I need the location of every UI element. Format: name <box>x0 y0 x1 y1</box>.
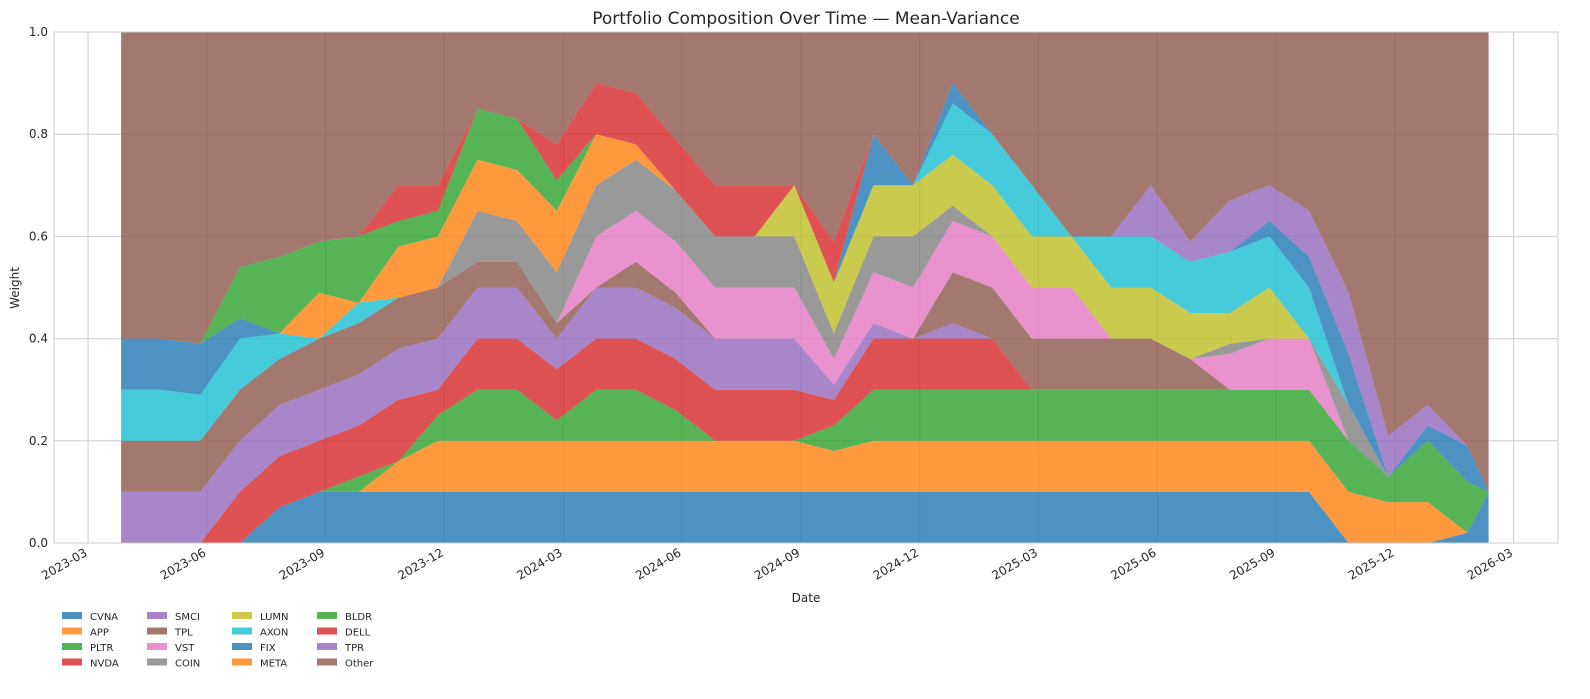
legend-label: NVDA <box>90 659 119 670</box>
legend-label: APP <box>90 628 109 639</box>
legend-label: Other <box>345 659 374 670</box>
legend-item-tpr: TPR <box>317 643 364 654</box>
area-cvna <box>121 491 1489 543</box>
y-tick-label: 0.0 <box>29 536 48 550</box>
area-other <box>121 32 1489 492</box>
x-tick-label: 2024-09 <box>752 545 802 582</box>
area-smci <box>121 287 1489 543</box>
legend-item-axon: AXON <box>232 627 288 639</box>
area-bldr <box>121 83 1489 492</box>
chart-title: Portfolio Composition Over Time — Mean-V… <box>592 9 1020 29</box>
area-axon <box>121 103 1489 492</box>
legend-swatch <box>147 658 167 666</box>
legend-label: FIX <box>260 643 276 654</box>
legend-swatch <box>317 627 337 635</box>
legend-swatch <box>232 643 252 650</box>
legend-item-fix: FIX <box>232 643 276 654</box>
x-tick-label: 2025-06 <box>1108 545 1158 582</box>
legend-swatch <box>232 627 252 635</box>
x-tick-label: 2024-12 <box>871 545 921 582</box>
x-tick-label: 2024-06 <box>633 545 683 582</box>
y-tick-label: 0.4 <box>29 332 48 346</box>
legend-label: BLDR <box>345 612 372 623</box>
legend-item-smci: SMCI <box>147 612 200 623</box>
area-app <box>121 440 1489 543</box>
legend-label: TPL <box>174 628 193 639</box>
legend-label: DELL <box>345 628 371 639</box>
y-tick-label: 0.8 <box>29 127 48 141</box>
legend-item-cvna: CVNA <box>62 612 118 623</box>
legend-swatch <box>62 658 82 666</box>
y-axis-ticks: 0.0 0.2 0.4 0.6 0.8 1.0 <box>29 25 48 550</box>
legend-swatch <box>147 627 167 635</box>
legend-label: META <box>260 659 287 670</box>
legend-label: PLTR <box>90 643 113 654</box>
y-tick-label: 0.6 <box>29 229 48 243</box>
y-tick-label: 1.0 <box>29 25 48 39</box>
x-axis-label: Date <box>792 591 821 605</box>
x-tick-label: 2025-12 <box>1346 545 1396 582</box>
legend-item-lumn: LUMN <box>232 612 289 623</box>
legend-label: TPR <box>344 643 364 654</box>
x-tick-label: 2023-12 <box>396 545 446 582</box>
legend-item-app: APP <box>62 627 109 639</box>
legend-swatch <box>232 612 252 619</box>
legend-label: COIN <box>175 659 200 670</box>
legend-label: AXON <box>260 628 288 639</box>
x-tick-label: 2023-06 <box>158 545 208 582</box>
x-tick-label: 2026-03 <box>1465 545 1515 582</box>
y-tick-label: 0.2 <box>29 434 48 448</box>
x-tick-label: 2025-03 <box>990 545 1040 582</box>
legend-label: VST <box>175 643 195 654</box>
legend-item-dell: DELL <box>317 627 371 639</box>
area-pltr <box>121 389 1489 543</box>
legend-swatch <box>317 658 337 666</box>
legend-item-pltr: PLTR <box>62 643 113 654</box>
legend-item-vst: VST <box>147 643 195 654</box>
plot-frame <box>53 31 1559 544</box>
legend-label: CVNA <box>90 612 118 623</box>
legend: CVNA APP PLTR NVDA SMCI TPL VST COIN LUMN AXON FIX… <box>62 612 374 670</box>
legend-swatch <box>62 627 82 635</box>
legend-item-bldr: BLDR <box>317 612 372 623</box>
stacked-areas <box>121 32 1489 543</box>
x-tick-label: 2025-09 <box>1227 545 1277 582</box>
area-coin <box>121 159 1489 492</box>
legend-swatch <box>147 612 167 619</box>
x-axis-ticks: 2023-03 2023-06 2023-09 2023-12 2024-03 2024-… <box>39 545 1515 582</box>
legend-swatch <box>62 612 82 619</box>
area-lumn <box>121 154 1489 492</box>
legend-swatch <box>62 643 82 650</box>
x-tick-label: 2023-09 <box>277 545 327 582</box>
legend-label: LUMN <box>260 612 289 623</box>
legend-item-meta: META <box>232 658 287 670</box>
area-meta <box>121 83 1489 492</box>
area-nvda <box>121 338 1489 543</box>
x-tick-label: 2023-03 <box>39 545 89 582</box>
legend-swatch <box>232 658 252 666</box>
legend-swatch <box>147 643 167 650</box>
legend-item-tpl: TPL <box>147 627 193 639</box>
x-tick-label: 2024-03 <box>514 545 564 582</box>
legend-swatch <box>317 612 337 619</box>
legend-label: SMCI <box>175 612 200 623</box>
legend-item-nvda: NVDA <box>62 658 119 670</box>
legend-item-other: Other <box>317 658 374 670</box>
y-axis-label: Weight <box>8 267 22 309</box>
legend-item-coin: COIN <box>147 658 200 670</box>
legend-swatch <box>317 643 337 650</box>
